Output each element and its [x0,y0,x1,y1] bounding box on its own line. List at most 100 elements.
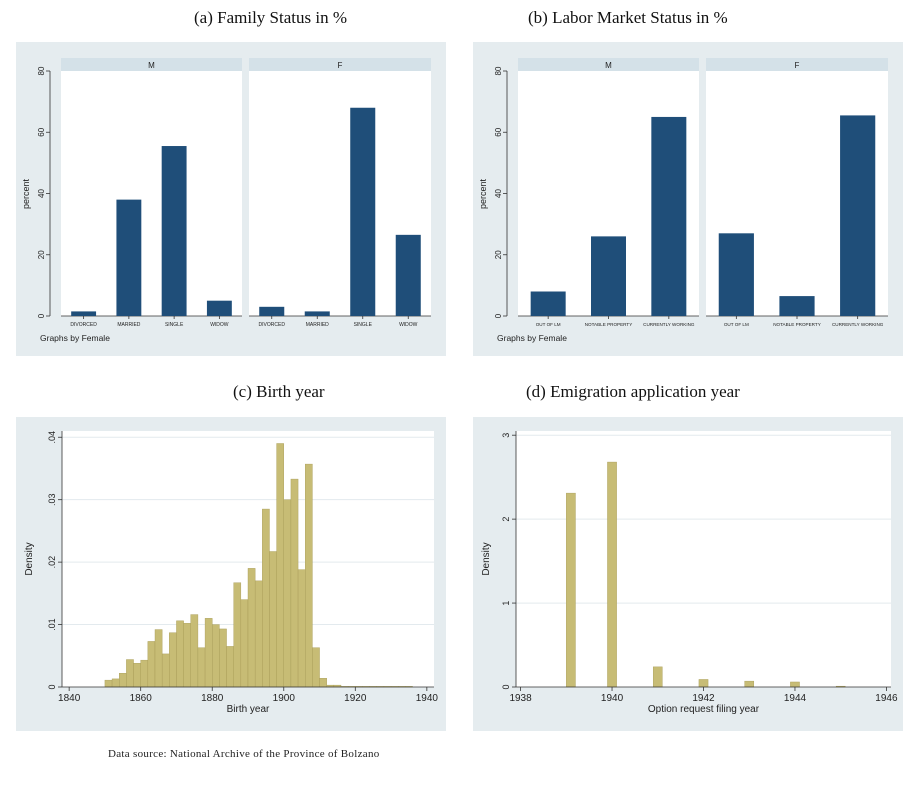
x-tick-label: 1946 [875,693,898,704]
x-tick-label: 1942 [692,693,715,704]
y-axis-label: Density [481,542,492,575]
y-tick-label: 0 [37,313,46,318]
bar [779,296,815,316]
y-tick-label: .04 [47,431,57,444]
histogram-bar [133,663,141,688]
histogram-bar [212,624,220,688]
y-tick-label: 40 [37,189,46,198]
histogram-bar [190,614,199,688]
histogram-bar [154,629,163,688]
histogram-bar [269,551,277,688]
bar [395,234,421,316]
x-tick-label: 1880 [201,693,224,704]
labor-market-svg: 0 20 40 60 80 percent M OUT OF LM NOTABLE PROPER… [473,42,903,356]
facet-label: M [148,61,155,70]
bar [304,311,330,316]
x-tick-label: NOTABLE PROPERTY [773,322,821,327]
x-tick-label: 1900 [273,693,296,704]
x-tick-label: 1940 [601,693,624,704]
x-axis-label: Option request filing year [648,704,760,715]
x-tick-label: CURRENTLY WORKING [832,322,884,327]
bar [206,300,232,316]
x-tick-label: MARRIED [306,322,329,328]
histogram-bar [111,678,120,688]
y-tick-label: 0 [47,684,57,689]
x-tick-label: 1920 [344,693,367,704]
bar [161,146,187,316]
emigration-year-chart: 0 1 2 3 1938 1940 1942 1944 1946 Option request f… [473,417,903,731]
facet-strip [61,58,242,71]
plot-area [516,431,891,687]
y-tick-label: 60 [37,127,46,136]
facet-label: M [605,61,612,70]
histogram-bar [240,599,249,688]
histogram-bar [204,618,213,688]
bar [530,291,566,316]
y-tick-label: 60 [494,127,503,136]
x-tick-label: WIDOW [210,322,229,328]
histogram-bar [312,647,320,688]
emigration-year-svg: 0 1 2 3 1938 1940 1942 1944 1946 Option request f… [473,417,903,731]
histogram-bar [119,673,127,688]
facet-note: Graphs by Female [40,333,110,343]
histogram-bar [290,478,299,688]
birth-year-chart: 0 .01 .02 .03 .04 1840 1860 1880 1900 1920 1940 Bir… [16,417,446,731]
facet-strip [518,58,699,71]
histogram-bar [169,632,177,688]
histogram-bar [161,653,170,688]
y-tick-label: 40 [494,189,503,198]
x-tick-label: SINGLE [354,322,373,328]
facet-strip [706,58,888,71]
y-tick-label: 1 [501,601,511,606]
labor-market-chart: 0 20 40 60 80 percent M OUT OF LM NOTABLE PROPER… [473,42,903,356]
panel-c-title: (c) Birth year [233,382,325,401]
x-tick-label: 1944 [784,693,807,704]
family-status-chart: 0 20 40 60 80 percent M DIVORCED MARRIED SINGLE WI… [16,42,446,356]
y-tick-label: .02 [47,556,57,569]
y-axis-label: Density [24,542,35,575]
histogram-bar [233,582,242,688]
histogram-bar [607,461,617,688]
x-tick-label: MARRIED [117,322,140,328]
bar [651,116,687,316]
bar [259,306,285,316]
y-axis-label: percent [21,178,31,209]
y-tick-label: 20 [37,250,46,259]
panel-a-title: (a) Family Status in % [194,8,347,27]
x-tick-label: SINGLE [165,322,184,328]
histogram-bar [183,623,191,688]
x-tick-label: OUT OF LM [536,322,561,327]
histogram-bar [790,681,800,688]
histogram-bar [276,443,284,688]
y-tick-label: 20 [494,250,503,259]
birth-year-svg: 0 .01 .02 .03 .04 1840 1860 1880 1900 1920 1940 Bir… [16,417,446,731]
y-tick-label: .03 [47,493,57,506]
y-tick-label: 2 [501,517,511,522]
x-tick-label: 1940 [416,693,439,704]
x-tick-label: DIVORCED [70,322,97,328]
y-tick-label: .01 [47,618,57,631]
histogram-bar [566,492,576,688]
facet-label: F [795,61,800,70]
histogram-bar [744,680,755,688]
y-tick-label: 0 [494,313,503,318]
data-source-note: Data source: National Archive of the Pro… [108,748,380,760]
histogram-bar [262,508,270,688]
y-axis-label: percent [478,178,488,209]
histogram-bar [254,580,263,688]
panel-b-title: (b) Labor Market Status in % [528,8,728,27]
y-tick-label: 3 [501,433,511,438]
panel-d-title: (d) Emigration application year [526,382,740,401]
histogram-bar [247,568,256,688]
x-tick-label: DIVORCED [259,322,286,328]
family-status-svg: 0 20 40 60 80 percent M DIVORCED MARRIED SINGLE WI… [16,42,446,356]
facet-strip [249,58,431,71]
histogram-bar [305,463,313,688]
x-tick-label: 1938 [509,693,532,704]
histogram-bar [297,569,306,688]
x-tick-label: CURRENTLY WORKING [643,322,695,327]
x-axis-label: Birth year [227,704,270,715]
x-tick-label: NOTABLE PROPERTY [585,322,633,327]
x-tick-label: WIDOW [399,322,418,328]
bar [350,107,376,316]
